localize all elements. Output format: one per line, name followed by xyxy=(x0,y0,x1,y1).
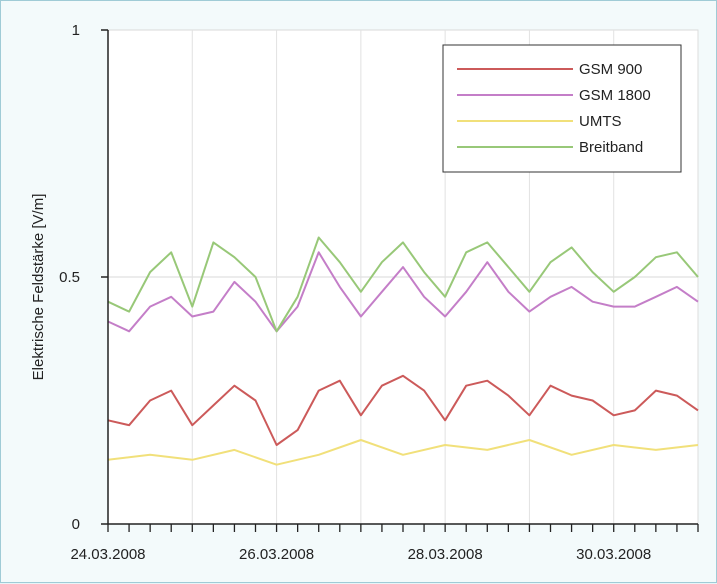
legend-box xyxy=(442,44,682,173)
legend-label: GSM 900 xyxy=(579,61,642,78)
series-line-gsm-1800 xyxy=(107,251,699,333)
series-layer xyxy=(107,236,699,466)
x-tick-label: 24.03.2008 xyxy=(70,546,145,563)
y-tick-label: 1 xyxy=(72,22,80,39)
legend: GSM 900 GSM 1800 UMTS Breitband xyxy=(442,44,682,173)
legend-label: UMTS xyxy=(579,113,622,130)
series-line-breitband xyxy=(107,236,699,333)
legend-label: Breitband xyxy=(579,139,643,156)
y-tick-label: 0.5 xyxy=(59,269,80,286)
x-tick-label: 26.03.2008 xyxy=(239,546,314,563)
x-tick-label: 28.03.2008 xyxy=(408,546,483,563)
axes: 0 0.5 1 24.03.2008 26.03.2008 28.03.2008 30.03… xyxy=(59,22,699,563)
series-line-gsm-900 xyxy=(107,374,699,446)
x-tick-label: 30.03.2008 xyxy=(576,546,651,563)
series-line-umts xyxy=(107,439,699,466)
grid-lines xyxy=(108,29,698,524)
legend-label: GSM 1800 xyxy=(579,87,651,104)
y-tick-label: 0 xyxy=(72,516,80,533)
y-axis-title: Elektrische Feldstärke [V/m] xyxy=(30,194,47,381)
